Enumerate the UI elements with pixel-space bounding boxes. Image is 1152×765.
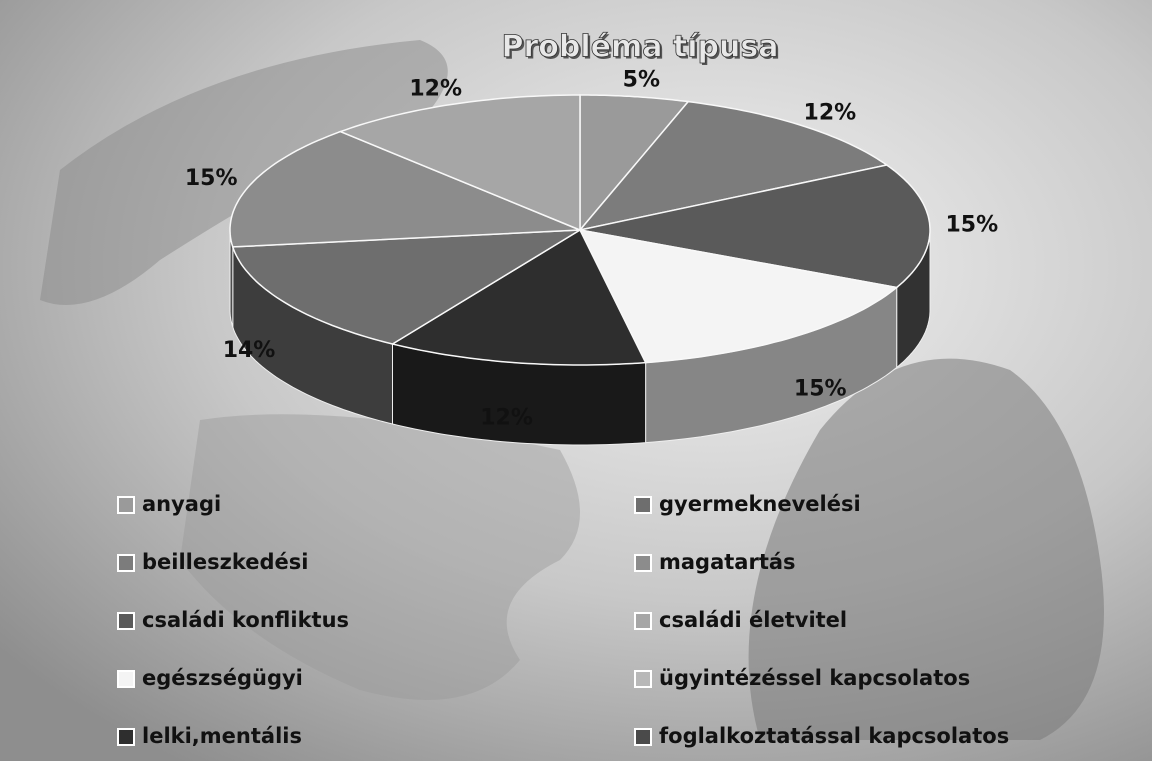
chart: Probléma típusa Probléma típusa 5%12%15%… <box>0 0 1152 761</box>
legend-label: beilleszkedési <box>142 550 308 574</box>
data-label: 12% <box>480 406 533 431</box>
legend-swatch <box>635 671 651 687</box>
legend-swatch <box>118 671 134 687</box>
legend-label: foglalkoztatással kapcsolatos <box>659 724 1009 748</box>
data-label: 15% <box>794 376 847 401</box>
legend-label: családi konfliktus <box>142 608 349 632</box>
legend-swatch <box>118 497 134 513</box>
legend-swatch <box>635 497 651 513</box>
legend-swatch <box>635 613 651 629</box>
legend-swatch <box>635 729 651 745</box>
data-label: 5% <box>623 68 660 93</box>
legend-label: ügyintézéssel kapcsolatos <box>659 666 970 690</box>
legend-label: egészségügyi <box>142 666 303 690</box>
chart-title: Probléma típusa <box>501 30 778 65</box>
legend-swatch <box>635 555 651 571</box>
legend-label: családi életvitel <box>659 608 847 632</box>
data-label: 15% <box>945 212 998 237</box>
data-label: 12% <box>409 76 462 101</box>
legend-swatch <box>118 555 134 571</box>
legend-label: magatartás <box>659 550 796 574</box>
data-label: 12% <box>804 100 857 125</box>
data-label: 14% <box>223 338 276 363</box>
legend-label: anyagi <box>142 492 221 516</box>
data-label: 15% <box>185 166 238 191</box>
legend-label: lelki,mentális <box>142 724 302 748</box>
legend-swatch <box>118 613 134 629</box>
legend-swatch <box>118 729 134 745</box>
legend-label: gyermeknevelési <box>659 492 861 516</box>
